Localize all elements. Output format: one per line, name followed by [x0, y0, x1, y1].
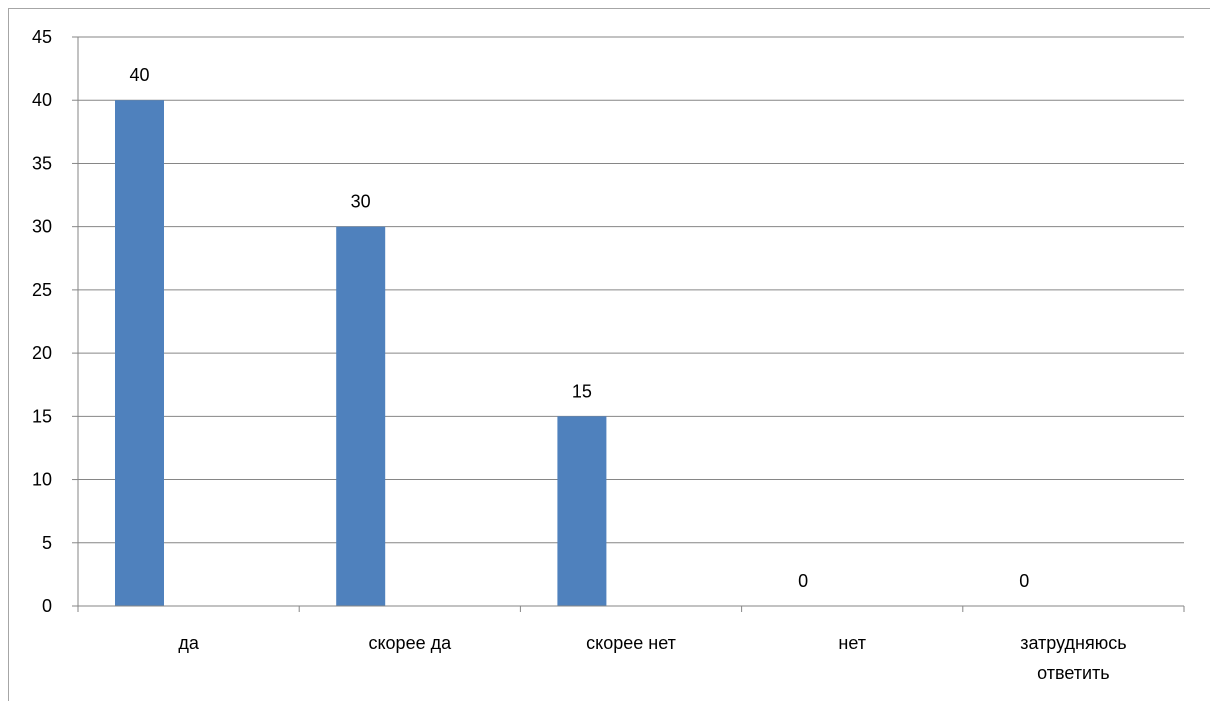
y-tick-label: 15	[32, 406, 52, 426]
data-label-4: 0	[798, 571, 808, 591]
bars	[115, 100, 607, 606]
axes	[72, 36, 1185, 612]
category-label: ответить	[1037, 663, 1110, 683]
y-axis-ticks: 0 5 10 15 20 25 30 35 40 45	[32, 27, 52, 616]
y-tick-label: 30	[32, 217, 52, 237]
gridlines	[78, 36, 1184, 544]
category-label: скорее да	[368, 633, 452, 653]
category-label: да	[178, 633, 200, 653]
data-labels: 40 30 15 0 0	[129, 65, 1029, 591]
y-tick-label: 25	[32, 280, 52, 300]
x-axis-categories: да скорее да скорее нет нет затрудняюсь ответ…	[178, 633, 1126, 683]
bar-2	[336, 226, 386, 606]
category-label: нет	[838, 633, 866, 653]
category-label: скорее нет	[586, 633, 676, 653]
data-label-3: 15	[572, 381, 592, 401]
y-tick-label: 40	[32, 90, 52, 110]
category-label: затрудняюсь	[1020, 633, 1126, 653]
data-label-5: 0	[1019, 571, 1029, 591]
y-tick-label: 5	[42, 533, 52, 553]
bar-3	[557, 416, 607, 606]
data-label-2: 30	[351, 192, 371, 212]
y-tick-label: 35	[32, 153, 52, 173]
y-tick-label: 10	[32, 470, 52, 490]
data-label-1: 40	[129, 65, 149, 85]
y-tick-label: 20	[32, 343, 52, 363]
chart-frame	[8, 8, 1210, 701]
y-tick-label: 45	[32, 27, 52, 47]
bar-1	[115, 100, 164, 606]
y-tick-label: 0	[42, 596, 52, 616]
